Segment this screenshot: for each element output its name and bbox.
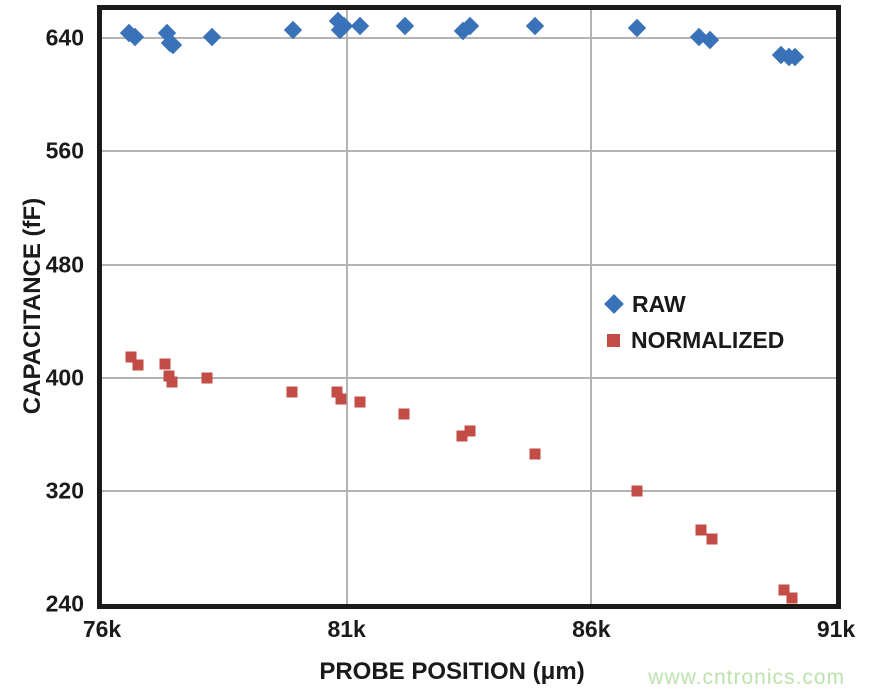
h-gridline-400 bbox=[102, 376, 836, 379]
legend-label-raw: RAW bbox=[632, 290, 686, 317]
data-point-normalized bbox=[125, 351, 137, 362]
y-tick-560: 560 bbox=[45, 137, 84, 164]
y-tick-400: 400 bbox=[45, 364, 84, 391]
data-point-normalized bbox=[778, 584, 790, 596]
h-gridline-640 bbox=[102, 37, 836, 40]
data-point-normalized bbox=[354, 396, 366, 408]
data-point-normalized bbox=[331, 386, 343, 398]
legend-item-normalized: NORMALIZED bbox=[607, 322, 784, 358]
legend-item-raw: RAW bbox=[604, 286, 784, 322]
data-point-normalized bbox=[529, 448, 541, 460]
data-point-normalized bbox=[335, 393, 347, 405]
data-point-normalized bbox=[166, 376, 178, 388]
y-tick-320: 320 bbox=[45, 477, 84, 504]
data-point-normalized bbox=[631, 485, 643, 497]
raw-diamond-icon bbox=[604, 294, 624, 314]
data-point-raw bbox=[396, 16, 415, 35]
normalized-square-icon bbox=[607, 333, 620, 347]
x-tick-81k: 81k bbox=[327, 616, 366, 642]
legend-label-normalized: NORMALIZED bbox=[631, 326, 785, 353]
y-tick-240: 240 bbox=[45, 590, 84, 617]
data-point-normalized bbox=[456, 430, 468, 442]
v-gridline-81k bbox=[345, 10, 348, 604]
data-point-raw bbox=[283, 20, 303, 39]
x-axis-title: PROBE POSITION (μm) bbox=[319, 658, 585, 685]
y-axis-title: CAPACITANCE (fF) bbox=[19, 197, 46, 415]
data-point-normalized bbox=[286, 386, 298, 398]
y-tick-480: 480 bbox=[45, 251, 84, 278]
data-point-raw bbox=[525, 16, 545, 35]
h-gridline-560 bbox=[102, 150, 836, 153]
watermark-text: www.cntronics.com bbox=[648, 666, 845, 689]
data-point-normalized bbox=[159, 358, 171, 370]
data-point-normalized bbox=[695, 524, 707, 536]
data-point-normalized bbox=[398, 408, 410, 420]
v-gridline-86k bbox=[590, 10, 593, 604]
x-tick-76k: 76k bbox=[82, 616, 122, 642]
h-gridline-480 bbox=[102, 263, 836, 266]
data-point-normalized bbox=[163, 370, 175, 382]
data-point-raw bbox=[202, 27, 222, 47]
data-point-normalized bbox=[706, 533, 718, 545]
legend: RAW NORMALIZED bbox=[604, 286, 784, 358]
plot-area: RAW NORMALIZED bbox=[97, 5, 841, 609]
h-gridline-320 bbox=[102, 489, 836, 492]
y-tick-640: 640 bbox=[45, 24, 84, 51]
data-point-normalized bbox=[132, 359, 144, 371]
data-point-normalized bbox=[201, 372, 213, 384]
data-point-raw bbox=[627, 19, 647, 38]
x-tick-86k: 86k bbox=[572, 616, 611, 642]
data-point-normalized bbox=[464, 425, 476, 437]
x-tick-91k: 91k bbox=[816, 616, 856, 642]
data-point-raw bbox=[350, 16, 370, 35]
data-point-normalized bbox=[786, 592, 798, 604]
